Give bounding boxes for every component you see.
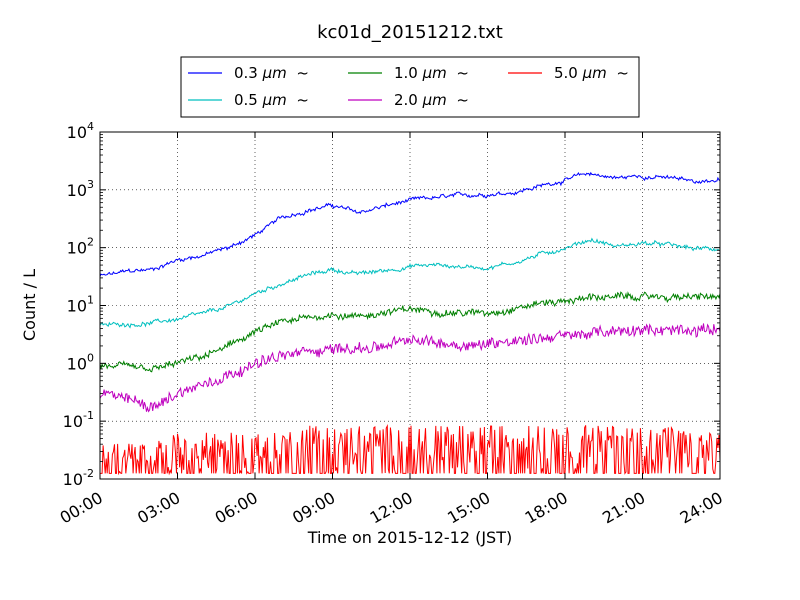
x-tick-label: 09:00	[289, 488, 338, 528]
x-tick-label: 03:00	[134, 488, 183, 528]
y-tick-label: 104	[67, 120, 94, 142]
chart-title: kc01d_20151212.txt	[317, 22, 503, 43]
x-tick-label: 06:00	[212, 488, 261, 528]
x-tick-label: 21:00	[599, 488, 648, 528]
series-line-4	[100, 323, 720, 413]
y-tick-label: 10-1	[63, 409, 94, 431]
legend-box	[180, 56, 640, 118]
legend-label-2: 0.5 μm ~	[234, 91, 309, 109]
series-line-1	[100, 171, 720, 277]
y-tick-label: 102	[67, 236, 94, 258]
x-tick-label: 12:00	[367, 488, 416, 528]
y-tick-label: 10-2	[63, 467, 94, 489]
x-tick-label: 00:00	[57, 488, 106, 528]
x-tick-label: 15:00	[444, 488, 493, 528]
legend-label-4: 2.0 μm ~	[394, 91, 469, 109]
legend: 0.3 μm ~ 0.5 μm ~ 1.0 μm ~ 2.0 μm ~ 5.0 μm ~	[180, 56, 640, 118]
legend-label-3: 1.0 μm ~	[394, 64, 469, 82]
x-axis-label: Time on 2015-12-12 (JST)	[307, 528, 512, 547]
plot-area: 00:00 03:00 06:00 09:00 12:00 15:00 18:00 21:00…	[57, 120, 726, 528]
legend-label-5: 5.0 μm ~	[554, 64, 629, 82]
x-tick-label: 24:00	[677, 488, 726, 528]
y-tick-label: 101	[67, 294, 94, 316]
x-tick-label: 18:00	[522, 488, 571, 528]
y-tick-label: 100	[67, 351, 94, 373]
series-line-3	[100, 291, 720, 373]
y-tick-label: 103	[67, 178, 94, 200]
series-line-2	[100, 237, 720, 329]
y-axis-label: Count / L	[20, 269, 39, 341]
legend-label-1: 0.3 μm ~	[234, 64, 309, 82]
